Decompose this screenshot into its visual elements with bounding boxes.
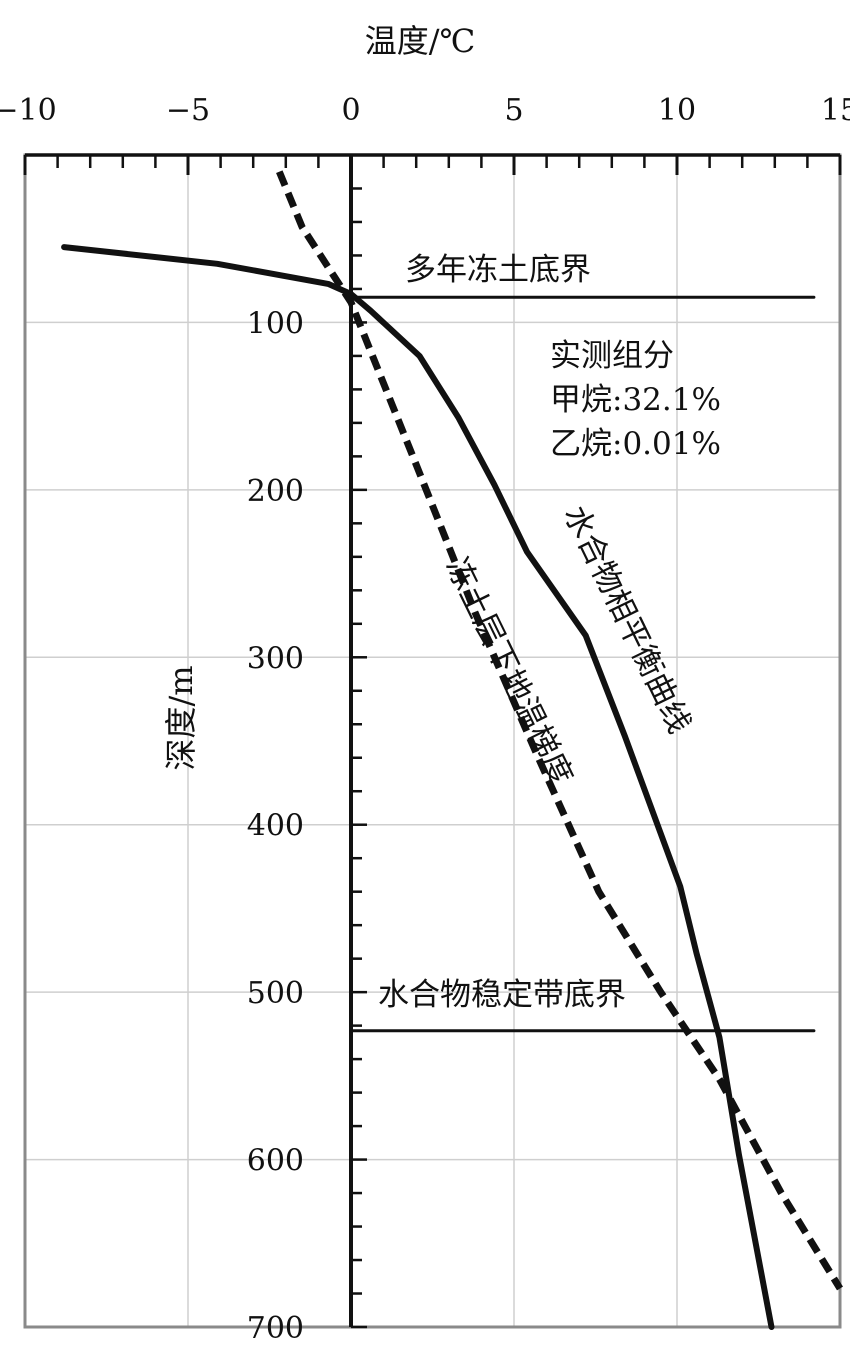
permafrost-base-label: 多年冻土底界 xyxy=(405,252,591,288)
methane-label: 甲烷:32.1% xyxy=(550,382,721,418)
equilibrium-curve-line xyxy=(61,244,775,1330)
hydrate-zone-base-label: 水合物稳定带底界 xyxy=(378,977,626,1013)
series xyxy=(61,170,843,1330)
ethane-label: 乙烷:0.01% xyxy=(550,426,721,462)
y-tick-label: 300 xyxy=(247,641,304,676)
x-axis-title: 温度/℃ xyxy=(365,22,476,60)
y-tick-label: 600 xyxy=(247,1144,304,1179)
y-tick-label: 100 xyxy=(247,306,304,341)
x-tick-label: 15 xyxy=(821,93,850,128)
measured-composition-title: 实测组分 xyxy=(550,338,674,374)
x-tick-label: 10 xyxy=(658,93,696,128)
grid xyxy=(25,155,840,1327)
plot-frame xyxy=(23,153,842,1329)
x-tick-label: −5 xyxy=(166,93,210,128)
y-tick-label: 700 xyxy=(247,1311,304,1345)
tick-labels: −10 −5 0 5 10 15 100 200 300 400 500 600 700 xyxy=(0,93,850,1345)
y-tick-label: 200 xyxy=(247,474,304,509)
geothermal-gradient-line xyxy=(276,170,843,1291)
axes xyxy=(23,153,842,1329)
y-tick-label: 400 xyxy=(247,809,304,844)
geothermal-gradient-label: 冻土层下地温梯度 xyxy=(438,552,579,791)
y-tick-label: 500 xyxy=(247,976,304,1011)
x-tick-label: −10 xyxy=(0,93,57,128)
x-tick-label: 5 xyxy=(504,93,523,128)
x-tick-label: 0 xyxy=(341,93,360,128)
y-axis-title: 深度/m xyxy=(162,665,200,770)
